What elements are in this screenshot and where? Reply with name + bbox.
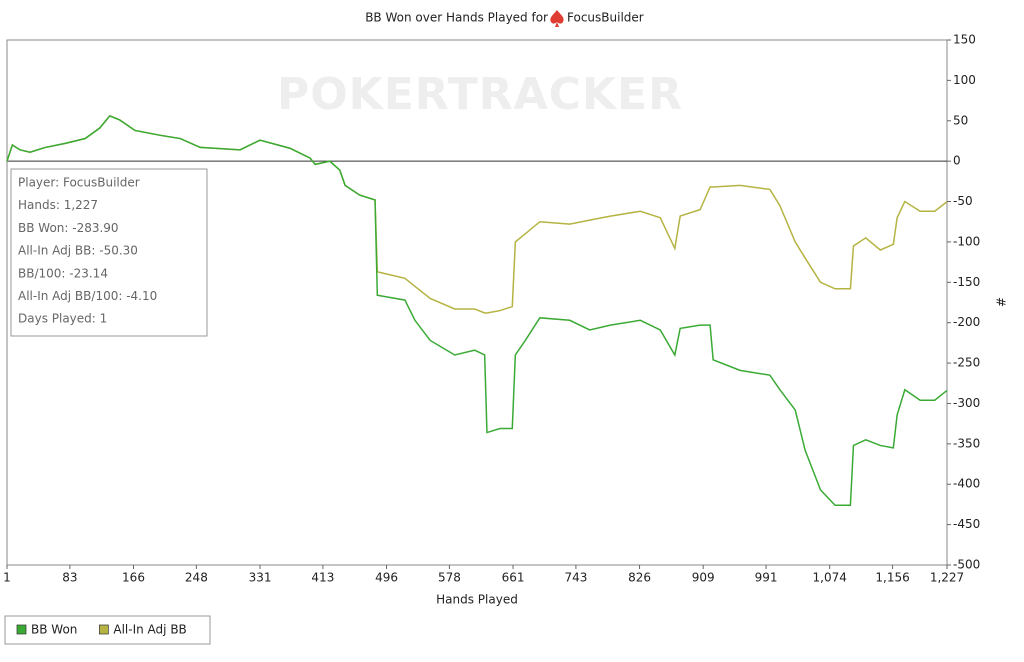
y-tick-label: -450 — [953, 517, 980, 531]
x-tick-label: 413 — [311, 571, 334, 585]
chart-title: BB Won over Hands Played for — [365, 11, 548, 25]
x-axis-label: Hands Played — [436, 593, 518, 607]
x-tick-label: 166 — [122, 571, 145, 585]
legend-label: BB Won — [31, 623, 77, 637]
legend-frame — [4, 615, 211, 645]
y-tick-label: -400 — [953, 477, 980, 491]
y-tick-label: 0 — [953, 154, 961, 168]
y-tick-label: -50 — [953, 194, 973, 208]
info-line: BB/100: -23.14 — [18, 266, 108, 280]
legend-swatch — [99, 624, 109, 635]
info-box: Player: FocusBuilder Hands: 1,227 BB Won: … — [10, 168, 208, 337]
watermark: POKERTRACKER — [277, 69, 683, 120]
x-tick-label: 743 — [564, 571, 587, 585]
info-frame — [10, 168, 208, 337]
x-tick-label: 826 — [628, 571, 651, 585]
x-tick-label: 991 — [755, 571, 778, 585]
x-tick-label: 1,074 — [813, 571, 847, 585]
player-icon — [550, 10, 564, 27]
info-line: All-In Adj BB/100: -4.10 — [18, 289, 157, 303]
x-tick-label: 1 — [3, 571, 11, 585]
x-tick-label: 331 — [249, 571, 272, 585]
x-tick-label: 496 — [375, 571, 398, 585]
info-line: All-In Adj BB: -50.30 — [18, 244, 138, 258]
legend-swatch — [16, 624, 27, 635]
x-tick-label: 578 — [438, 571, 461, 585]
y-tick-label: -500 — [953, 558, 980, 572]
x-tick-label: 248 — [185, 571, 208, 585]
y-tick-label: -250 — [953, 356, 980, 370]
plot-frame — [6, 39, 948, 566]
y-tick-label: 100 — [953, 73, 976, 87]
x-tick-label: 1,156 — [875, 571, 909, 585]
x-tick-label: 661 — [502, 571, 525, 585]
series-line — [6, 115, 948, 506]
y-tick-label: -300 — [953, 396, 980, 410]
x-tick-label: 909 — [692, 571, 715, 585]
info-line: Hands: 1,227 — [18, 198, 98, 212]
y-tick-label: -150 — [953, 275, 980, 289]
x-tick-label: 1,227 — [930, 571, 964, 585]
legend-label: All-In Adj BB — [113, 623, 186, 637]
y-tick-label: -200 — [953, 315, 980, 329]
info-line: Player: FocusBuilder — [18, 176, 140, 190]
y-axis-label: # — [994, 297, 1008, 307]
info-line: Days Played: 1 — [18, 312, 107, 326]
x-tick-label: 83 — [62, 571, 77, 585]
info-line: BB Won: -283.90 — [18, 221, 119, 235]
y-tick-label: 50 — [953, 113, 968, 127]
y-tick-label: -100 — [953, 234, 980, 248]
y-tick-label: -350 — [953, 436, 980, 450]
player-name: FocusBuilder — [567, 11, 644, 25]
y-tick-label: 150 — [953, 33, 976, 47]
